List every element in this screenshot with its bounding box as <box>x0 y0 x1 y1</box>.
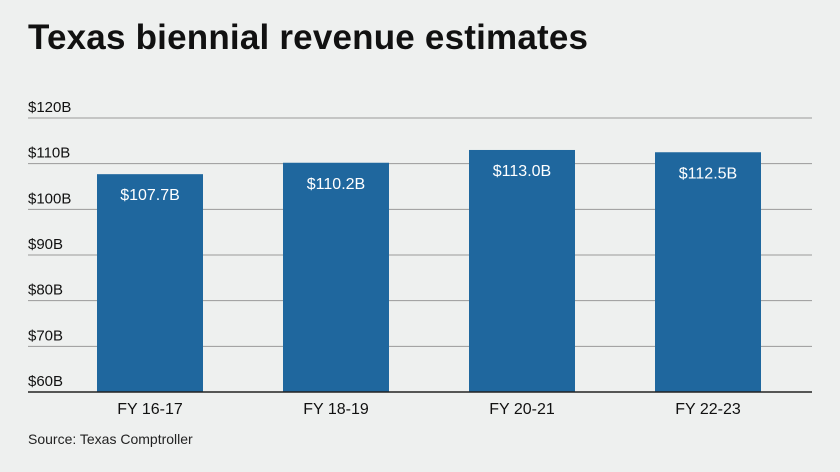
bar-value-labels: $107.7B $110.2B $113.0B $112.5B <box>120 163 737 204</box>
y-tick-label: $120B <box>28 99 71 116</box>
bar-value-label: $113.0B <box>493 163 551 180</box>
x-tick-label: FY 16-17 <box>117 401 183 418</box>
chart-title: Texas biennial revenue estimates <box>28 18 589 57</box>
source-note: Source: Texas Comptroller <box>28 431 193 447</box>
bar-value-label: $112.5B <box>679 165 737 182</box>
bar <box>469 149 575 392</box>
y-tick-label: $90B <box>28 236 63 253</box>
bars <box>97 149 761 392</box>
x-tick-label: FY 22-23 <box>675 401 741 418</box>
bar-value-label: $110.2B <box>307 176 365 193</box>
x-tick-label: FY 18-19 <box>303 401 369 418</box>
y-tick-label: $70B <box>28 327 63 344</box>
y-axis-tick-labels: $60B $70B $80B $90B $100B $110B $120B <box>28 99 71 390</box>
y-tick-label: $100B <box>28 190 71 207</box>
bar <box>655 152 761 392</box>
y-tick-label: $60B <box>28 373 63 390</box>
x-axis-tick-labels: FY 16-17 FY 18-19 FY 20-21 FY 22-23 <box>117 401 741 418</box>
bar <box>283 162 389 392</box>
y-tick-label: $80B <box>28 282 63 299</box>
bar-value-label: $107.7B <box>120 187 180 204</box>
y-tick-label: $110B <box>28 145 70 162</box>
x-tick-label: FY 20-21 <box>489 401 555 418</box>
bar <box>97 174 203 392</box>
